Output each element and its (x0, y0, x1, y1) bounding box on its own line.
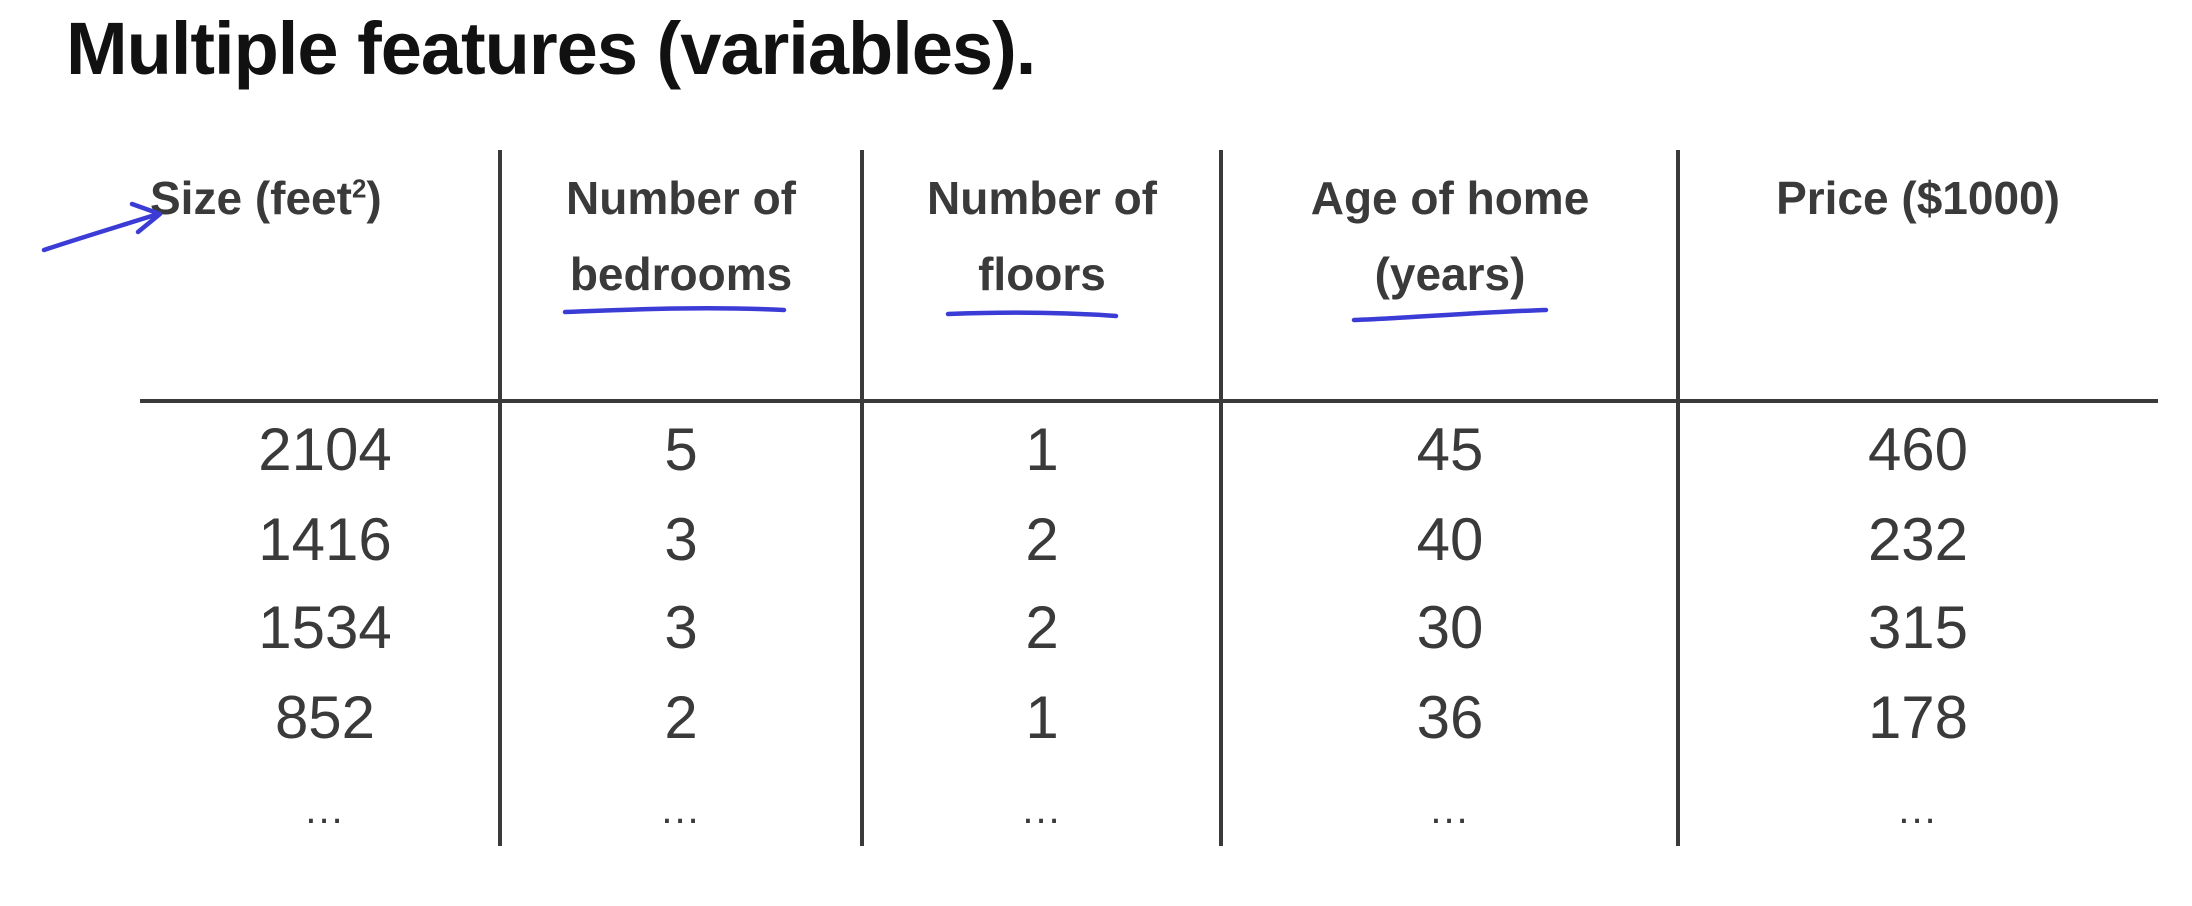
cell-size: 1416 (258, 506, 392, 573)
cell-ellipsis: ... (305, 788, 345, 832)
cell-ellipsis: ... (1898, 788, 1938, 832)
cell-floors: 1 (1025, 684, 1059, 751)
header-age-line2: (years) (1374, 248, 1526, 300)
cell-price: 232 (1867, 506, 1969, 573)
cell-bedrooms: 2 (664, 684, 698, 751)
column-divider (498, 150, 502, 846)
header-divider (140, 399, 2158, 403)
header-size: Size (feet2) (150, 160, 500, 236)
cell-size: 852 (274, 684, 376, 751)
column-divider (1219, 150, 1223, 846)
column-divider (860, 150, 864, 846)
cell-bedrooms: 5 (664, 416, 698, 483)
header-floors-line2: floors (978, 248, 1106, 300)
cell-ellipsis: ... (1430, 788, 1470, 832)
header-floors-line1: Number of (927, 172, 1157, 224)
cell-age: 30 (1416, 594, 1484, 661)
header-size-label: Size (feet2) (150, 160, 500, 236)
header-age: Age of home (years) (1222, 160, 1678, 312)
cell-age: 45 (1416, 416, 1484, 483)
cell-age: 36 (1416, 684, 1484, 751)
cell-price: 460 (1867, 416, 1969, 483)
cell-floors: 2 (1025, 506, 1059, 573)
header-bedrooms-line2: bedrooms (569, 248, 793, 300)
header-age-line1: Age of home (1310, 172, 1590, 224)
header-floors: Number of floors (862, 160, 1222, 312)
cell-ellipsis: ... (661, 788, 701, 832)
header-size-text: Size (feet (150, 172, 352, 224)
cell-bedrooms: 3 (664, 594, 698, 661)
header-bedrooms-line1: Number of (566, 172, 796, 224)
column-divider (1676, 150, 1680, 846)
cell-floors: 2 (1025, 594, 1059, 661)
cell-floors: 1 (1025, 416, 1059, 483)
cell-bedrooms: 3 (664, 506, 698, 573)
cell-ellipsis: ... (1022, 788, 1062, 832)
header-bedrooms: Number of bedrooms (500, 160, 862, 312)
header-size-close: ) (366, 172, 382, 224)
cell-size: 1534 (258, 594, 392, 661)
cell-price: 315 (1867, 594, 1969, 661)
cell-size: 2104 (258, 416, 392, 483)
cell-age: 40 (1416, 506, 1484, 573)
header-price: Price ($1000) (1678, 160, 2158, 236)
header-price-line1: Price ($1000) (1776, 172, 2060, 224)
header-size-superscript: 2 (351, 173, 367, 204)
slide-title: Multiple features (variables). (66, 7, 1036, 90)
cell-price: 178 (1867, 684, 1969, 751)
